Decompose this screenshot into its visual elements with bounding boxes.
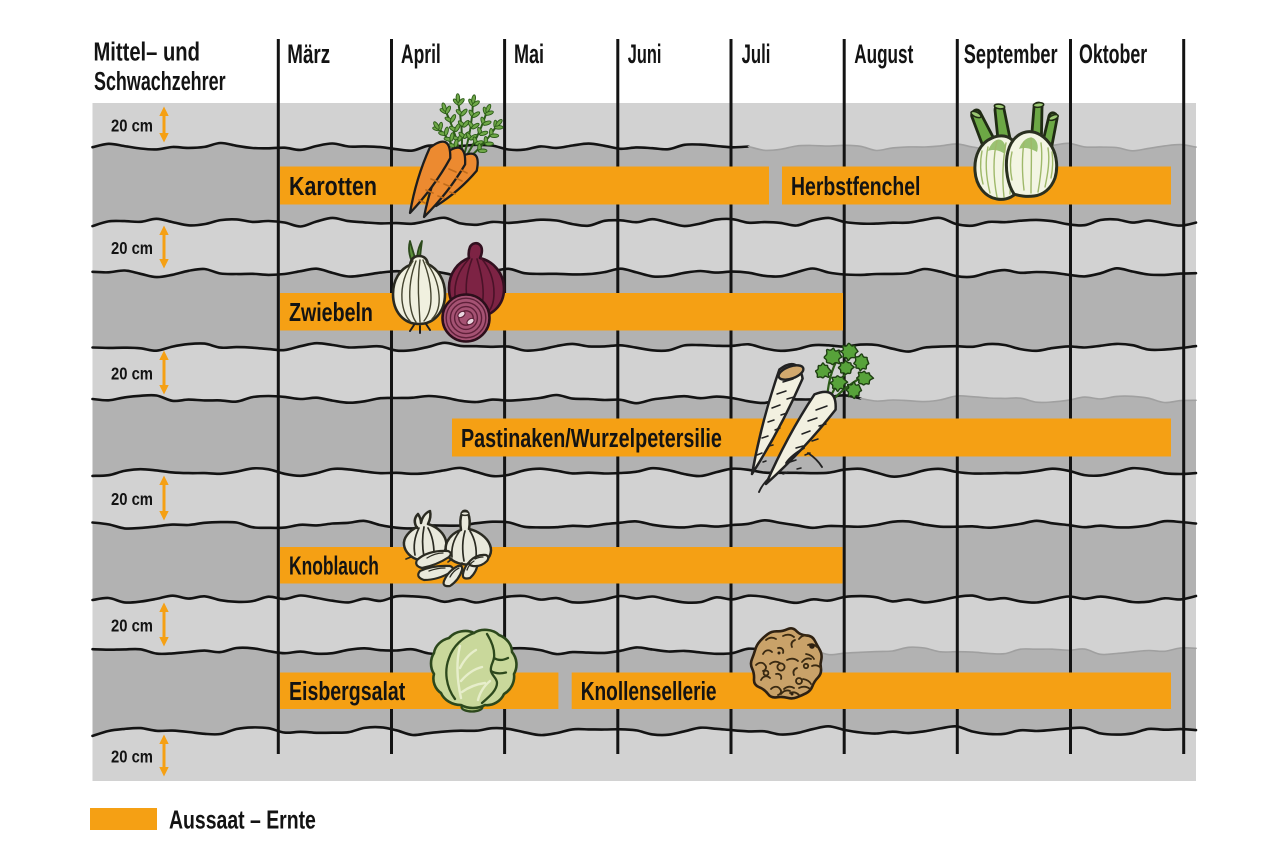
svg-text:Zwiebeln: Zwiebeln <box>289 297 373 326</box>
svg-text:Juni: Juni <box>628 39 662 69</box>
svg-text:20 cm: 20 cm <box>111 364 153 384</box>
svg-text:Herbstfenchel: Herbstfenchel <box>791 171 920 200</box>
svg-text:Pastinaken/Wurzelpetersilie: Pastinaken/Wurzelpetersilie <box>461 423 722 452</box>
svg-text:Mittel– und: Mittel– und <box>94 37 200 66</box>
svg-text:März: März <box>287 39 330 69</box>
svg-text:Schwachzehrer: Schwachzehrer <box>94 67 226 96</box>
svg-text:Eisbergsalat: Eisbergsalat <box>289 676 406 705</box>
svg-text:Mai: Mai <box>514 38 544 68</box>
svg-text:20 cm: 20 cm <box>111 239 153 259</box>
svg-text:20 cm: 20 cm <box>111 116 153 136</box>
svg-text:Oktober: Oktober <box>1079 39 1147 68</box>
svg-text:April: April <box>401 39 441 69</box>
svg-text:Aussaat – Ernte: Aussaat – Ernte <box>169 805 316 834</box>
svg-text:September: September <box>964 38 1058 68</box>
svg-text:20 cm: 20 cm <box>111 747 153 767</box>
svg-text:20 cm: 20 cm <box>111 616 153 636</box>
svg-text:Knollensellerie: Knollensellerie <box>581 676 717 706</box>
svg-text:Karotten: Karotten <box>289 172 377 201</box>
svg-text:20 cm: 20 cm <box>111 490 153 510</box>
svg-text:Juli: Juli <box>742 39 771 69</box>
svg-text:Knoblauch: Knoblauch <box>289 551 379 580</box>
svg-text:August: August <box>854 39 914 69</box>
